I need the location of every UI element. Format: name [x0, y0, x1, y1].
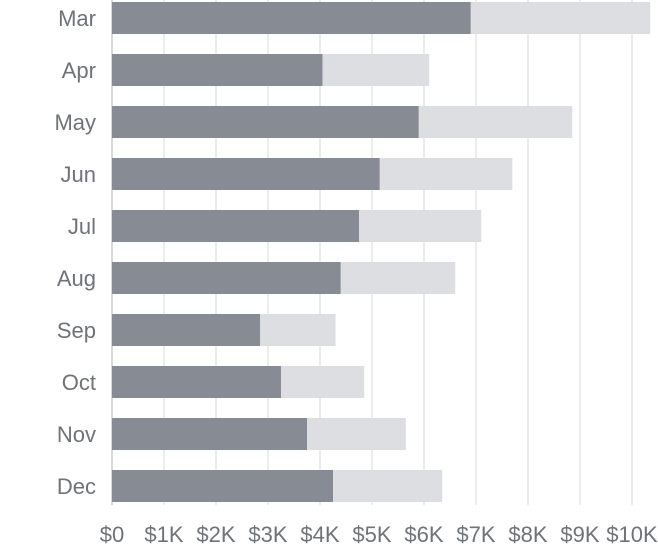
category-label: Sep: [57, 318, 96, 343]
category-labels: Mar Apr May Jun Jul Aug Sep Oct Nov Dec: [54, 6, 96, 499]
bar-aug-segment-2: [340, 262, 456, 294]
bar-jun-segment-2: [379, 158, 513, 190]
category-label: Nov: [57, 422, 96, 447]
bar-mar-segment-2: [470, 2, 651, 34]
category-label: May: [54, 110, 96, 135]
bar-aug-segment-1: [112, 262, 341, 294]
bar-may-segment-1: [112, 106, 419, 138]
category-label: Oct: [62, 370, 96, 395]
category-label: Dec: [57, 474, 96, 499]
category-label: Aug: [57, 266, 96, 291]
bar-nov-segment-2: [307, 418, 406, 450]
category-label: Jul: [68, 214, 96, 239]
bar-nov-segment-1: [112, 418, 307, 450]
bar-may-segment-2: [418, 106, 573, 138]
x-tick-label: $9K: [560, 522, 599, 547]
category-label: Jun: [61, 162, 96, 187]
x-tick-label: $3K: [248, 522, 287, 547]
bar-apr-segment-1: [112, 54, 323, 86]
x-tick-label: $7K: [456, 522, 495, 547]
x-tick-label: $1K: [144, 522, 183, 547]
bar-oct-segment-1: [112, 366, 281, 398]
x-tick-label: $0: [100, 522, 124, 547]
bar-sep-segment-2: [260, 314, 336, 346]
bar-mar-segment-1: [112, 2, 471, 34]
bar-apr-segment-2: [322, 54, 430, 86]
bar-oct-segment-2: [281, 366, 365, 398]
bar-jun-segment-1: [112, 158, 380, 190]
x-tick-label: $8K: [508, 522, 547, 547]
category-label: Apr: [62, 58, 96, 83]
x-tick-label: $10K: [606, 522, 658, 547]
x-tick-labels: $0 $1K $2K $3K $4K $5K $6K $7K $8K $9K $10K: [100, 522, 658, 547]
bar-jul-segment-1: [112, 210, 359, 242]
x-tick-label: $2K: [196, 522, 235, 547]
bars: [112, 2, 651, 502]
category-label: Mar: [58, 6, 96, 31]
x-tick-label: $5K: [352, 522, 391, 547]
x-tick-label: $6K: [404, 522, 443, 547]
bar-dec-segment-2: [333, 470, 443, 502]
bar-dec-segment-1: [112, 470, 333, 502]
bar-jul-segment-2: [359, 210, 482, 242]
x-tick-label: $4K: [300, 522, 339, 547]
bar-sep-segment-1: [112, 314, 261, 346]
